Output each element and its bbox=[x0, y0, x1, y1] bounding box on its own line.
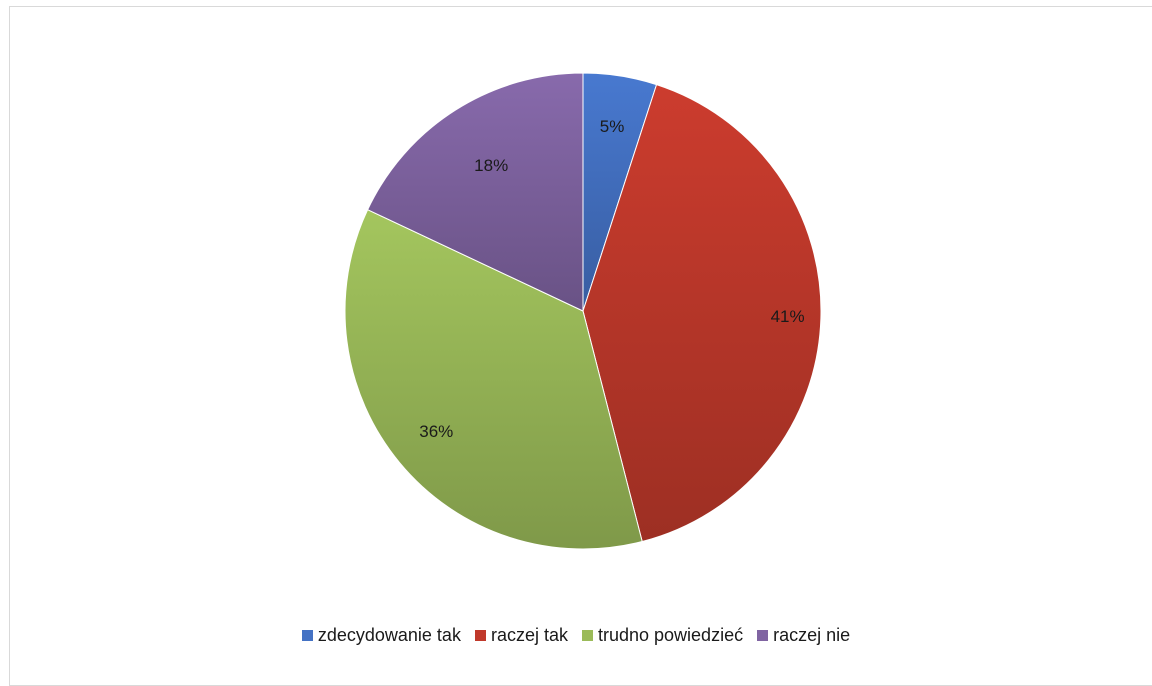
pie-slice-raczej-nie bbox=[366, 72, 584, 312]
pie-slice-raczej-tak bbox=[582, 84, 822, 543]
legend-item-trudno-powiedziec: trudno powiedzieć bbox=[581, 625, 744, 646]
pie-slice-trudno-powiedziec bbox=[344, 208, 643, 550]
legend: zdecydowanie tak raczej tak trudno powie… bbox=[0, 625, 1152, 646]
pie-label-raczej-nie: 18% bbox=[474, 156, 508, 175]
legend-label-raczej-nie: raczej nie bbox=[773, 625, 851, 645]
pie-labels: 5% 41% 36% 18% bbox=[419, 117, 804, 441]
legend-swatch-trudno-powiedziec bbox=[581, 630, 593, 641]
legend-item-raczej-tak: raczej tak bbox=[474, 625, 568, 646]
legend-label-zdecydowanie-tak: zdecydowanie tak bbox=[317, 625, 461, 645]
pie-label-zdecydowanie-tak: 5% bbox=[600, 117, 625, 136]
legend-swatch-raczej-tak bbox=[474, 630, 486, 641]
legend-swatch-zdecydowanie-tak bbox=[301, 630, 313, 641]
legend-label-trudno-powiedziec: trudno powiedzieć bbox=[597, 625, 744, 645]
legend-label-raczej-tak: raczej tak bbox=[490, 625, 568, 645]
pie-slices bbox=[344, 72, 822, 550]
legend-swatch-raczej-nie bbox=[757, 630, 769, 641]
legend-item-zdecydowanie-tak: zdecydowanie tak bbox=[301, 625, 461, 646]
pie-label-trudno-powiedziec: 36% bbox=[419, 422, 453, 441]
pie-label-raczej-tak: 41% bbox=[771, 307, 805, 326]
legend-item-raczej-nie: raczej nie bbox=[757, 625, 850, 646]
